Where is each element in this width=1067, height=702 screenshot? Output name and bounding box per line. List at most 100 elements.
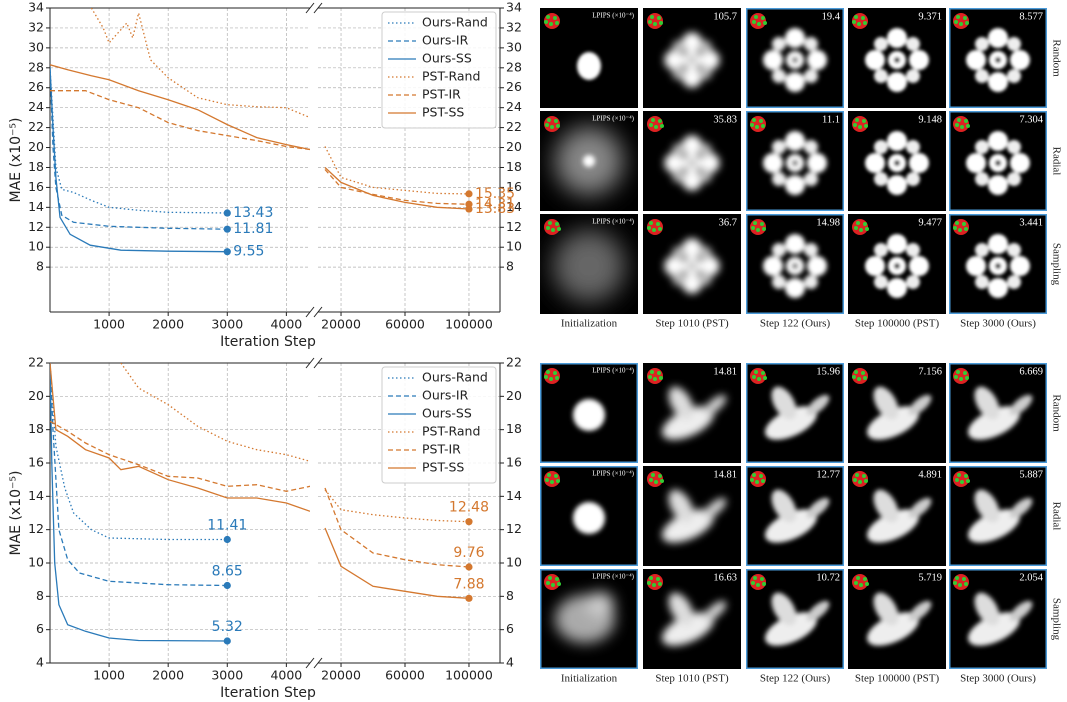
y-tick-label-right: 32: [506, 19, 522, 34]
y-tick-label-right: 28: [506, 59, 522, 74]
thumb-dot: [651, 473, 655, 477]
series-line: [50, 68, 227, 229]
y-tick-label: 12: [28, 219, 44, 234]
end-point: [465, 595, 472, 602]
lobe: [672, 40, 686, 54]
blob: [586, 592, 614, 616]
lobe: [763, 153, 783, 173]
end-point: [224, 536, 231, 543]
end-label: 9.55: [233, 244, 264, 260]
thumb-dot: [653, 22, 657, 26]
series-line: [121, 363, 310, 461]
thumb-dot: [549, 22, 553, 26]
column-label: Step 100000 (PST): [855, 318, 940, 330]
thumb-dot: [858, 125, 862, 129]
score: 35.83: [713, 114, 737, 125]
thumb-dot: [862, 119, 866, 123]
lobe: [804, 243, 818, 257]
thumb-dot: [953, 226, 957, 230]
thumb-dot: [756, 583, 760, 587]
thumb-dot: [555, 376, 559, 380]
lobe: [887, 234, 907, 254]
thumb-dot: [647, 226, 651, 230]
thumb-dot: [858, 480, 862, 484]
lobe: [772, 37, 786, 51]
series-line: [325, 147, 469, 194]
thumb-dot: [660, 479, 664, 483]
lobe: [975, 37, 989, 51]
thumb-dot: [752, 473, 756, 477]
lobe: [807, 256, 827, 276]
thumb-dot: [546, 15, 550, 19]
lobe: [785, 175, 805, 195]
thumb-dot: [763, 21, 767, 25]
center-dot: [894, 57, 900, 63]
end-label: 9.76: [453, 545, 484, 561]
thumb-dot: [647, 581, 651, 585]
thumb-dot: [556, 479, 560, 483]
y-tick-label-right: 26: [506, 79, 522, 94]
column-label: Step 1010 (PST): [655, 318, 729, 330]
thumb-dot: [762, 227, 766, 231]
row-label: Random: [1050, 39, 1062, 77]
thumb-dot: [752, 20, 756, 24]
thumb-dot: [959, 377, 963, 381]
image-cell: 9.477: [848, 214, 946, 314]
lobe: [772, 69, 786, 83]
score: 4.891: [918, 469, 942, 480]
lobe: [988, 175, 1008, 195]
lobe: [887, 131, 907, 151]
lobe: [785, 72, 805, 92]
thumb-dot: [546, 370, 550, 374]
thumb-dot: [752, 118, 756, 122]
y-tick-label-right: 14: [506, 488, 522, 503]
thumb-dot: [960, 480, 964, 484]
image-cell: 9.148: [848, 111, 946, 211]
legend-label: PST-Rand: [422, 69, 480, 84]
lobe: [672, 246, 686, 260]
series-line: [91, 8, 310, 118]
thumb-dot: [653, 377, 657, 381]
y-tick-label: 22: [28, 119, 44, 134]
score: 8.577: [1019, 11, 1043, 22]
end-point: [224, 209, 231, 216]
thumb-dot: [657, 16, 661, 20]
thumb-dot: [852, 375, 856, 379]
y-tick-label-right: 4: [506, 655, 514, 670]
lobe: [906, 243, 920, 257]
center-dot: [792, 57, 798, 63]
thumb-dot: [659, 376, 663, 380]
thumb-dot: [857, 377, 861, 381]
x-tick-label: 4000: [270, 668, 302, 683]
thumb-dot: [755, 125, 759, 129]
thumb-dot: [553, 371, 557, 375]
thumb-dot: [656, 577, 660, 581]
thumb-dot: [865, 227, 869, 231]
y-tick-label: 12: [28, 521, 44, 536]
thumb-dot: [957, 118, 961, 122]
y-tick-label: 24: [28, 99, 44, 114]
y-tick-label: 20: [28, 388, 44, 403]
legend-label: PST-Rand: [422, 424, 480, 439]
legend-label: Ours-SS: [422, 406, 472, 421]
image-cell: LPIPS (×10⁻⁴): [540, 363, 638, 463]
x-tick-label: 100000: [445, 317, 493, 332]
blob: [573, 502, 605, 534]
lobe: [874, 69, 888, 83]
y-tick-label-right: 6: [506, 621, 514, 636]
thumb-dot: [650, 370, 654, 374]
row-label: Radial: [1050, 147, 1062, 176]
y-tick-label: 8: [36, 588, 44, 603]
score: 15.96: [816, 366, 840, 377]
row-label: Radial: [1050, 502, 1062, 531]
thumb-dot: [854, 226, 858, 230]
series-line: [325, 168, 469, 210]
thumb-dot: [752, 375, 756, 379]
image-cell: 5.887: [949, 466, 1047, 566]
thumb-dot: [545, 478, 549, 482]
x-tick-label: 20000: [321, 668, 361, 683]
legend-label: Ours-SS: [422, 51, 472, 66]
score: 12.77: [816, 469, 840, 480]
series-line: [325, 488, 469, 567]
legend-label: PST-SS: [422, 105, 464, 120]
